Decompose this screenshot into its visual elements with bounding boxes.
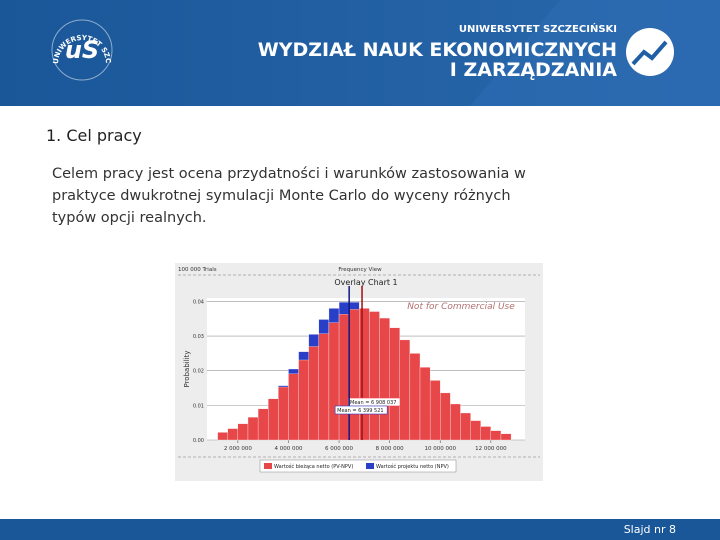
histogram-bar	[399, 339, 411, 441]
faculty-line: I ZARZĄDZANIA	[450, 59, 618, 81]
histogram-bar	[288, 373, 299, 441]
faculty-logo-arrow	[631, 40, 668, 66]
histogram-bar	[247, 416, 259, 441]
faculty-line: WYDZIAŁ NAUK EKONOMICZNYCH	[258, 39, 617, 61]
university-name: UNIWERSYTET SZCZECIŃSKI	[459, 22, 617, 35]
y-tick-label: 0.01	[193, 403, 204, 409]
chart: 100 000 Trials Frequency View Overlay Char…	[178, 267, 540, 473]
section-title: 1. Cel pracy	[46, 126, 142, 145]
histogram-bar	[298, 359, 309, 441]
slide-number: Slajd nr 8	[624, 523, 676, 536]
x-tick-label: 8 000 000	[376, 446, 404, 452]
x-tick-label: 2 000 000	[224, 446, 252, 452]
mean-label: Mean = 6 908 037	[350, 400, 396, 406]
histogram-bar	[389, 327, 400, 441]
watermark: Not for Commercial Use	[407, 302, 515, 312]
body-line: praktyce dwukrotnej symulacji Monte Carl…	[52, 188, 511, 204]
histogram-bar	[227, 428, 239, 441]
histogram-bar	[268, 398, 279, 441]
histogram-bar	[359, 308, 370, 441]
view-label: Frequency View	[338, 267, 382, 273]
faculty-logo	[626, 28, 674, 76]
histogram-bar	[419, 367, 431, 441]
histogram-bar	[450, 403, 461, 441]
histogram-bar	[379, 317, 390, 441]
histogram-bar	[318, 333, 330, 441]
histogram-bar	[257, 408, 269, 441]
x-tick-label: 6 000 000	[325, 446, 353, 452]
logo-ring	[51, 19, 113, 81]
y-tick-label: 0.00	[193, 438, 204, 444]
histogram-bar	[217, 432, 228, 441]
x-tick-label: 10 000 000	[425, 446, 457, 452]
legend-swatch	[366, 463, 374, 469]
histogram-bar	[440, 392, 451, 441]
legend-label: Wartość projektu netto (NPV)	[376, 463, 449, 470]
histogram-bar	[490, 430, 502, 441]
histogram-bar	[237, 423, 249, 441]
chart-title: Overlay Chart 1	[334, 278, 397, 287]
y-axis-label: Probability	[183, 350, 191, 387]
histogram-bar	[278, 386, 289, 441]
histogram-bar	[409, 353, 421, 441]
histogram-bar	[328, 322, 340, 441]
legend-label: Wartość bieżąca netto (PV-NPV)	[274, 463, 353, 470]
histogram-bar	[308, 346, 319, 441]
histogram-bar	[480, 426, 491, 441]
histogram-bar	[500, 433, 512, 441]
histogram-bar	[369, 311, 380, 441]
x-tick-label: 12 000 000	[475, 446, 507, 452]
mean-label: Mean = 6 399 521	[337, 408, 383, 414]
histogram-bar	[429, 380, 441, 441]
y-tick-label: 0.02	[193, 369, 204, 375]
histogram-bar	[338, 314, 350, 441]
trials-label: 100 000 Trials	[178, 267, 217, 273]
histogram-bar	[460, 412, 471, 441]
logo-initials: uS	[65, 36, 99, 64]
header-shape	[470, 0, 720, 106]
histogram-bar	[349, 309, 360, 441]
y-tick-label: 0.03	[193, 334, 204, 340]
mean-label-box	[334, 405, 388, 415]
x-tick-label: 4 000 000	[274, 446, 302, 452]
y-tick-label: 0.04	[193, 299, 204, 305]
histogram-bar	[470, 420, 481, 441]
legend-box	[259, 459, 457, 473]
body-line: Celem pracy jest ocena przydatności i wa…	[52, 166, 526, 182]
footer-bar	[0, 519, 720, 540]
body-line: typów opcji realnych.	[52, 210, 207, 226]
legend-swatch	[264, 463, 272, 469]
